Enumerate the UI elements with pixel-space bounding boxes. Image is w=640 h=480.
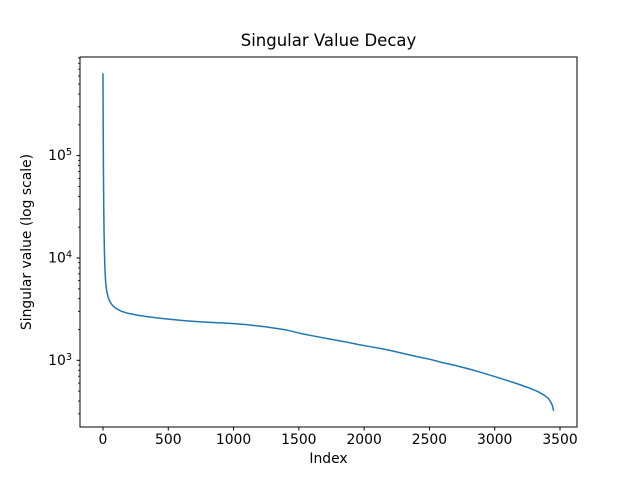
y-tick-exponent: 4 [66,249,72,260]
x-axis-label: Index [309,451,347,467]
x-tick-label: 0 [99,432,108,448]
y-major-ticks: 103 104 105 [48,147,80,369]
x-tick-label: 2000 [346,432,381,448]
series-line-singular-values [102,73,555,412]
y-tick-exponent: 5 [66,147,72,158]
y-tick-exponent: 3 [66,352,72,363]
x-tick-label: 3500 [542,432,577,448]
x-tick-label: 500 [155,432,182,448]
plot-area [80,57,577,427]
x-tick-label: 1000 [216,432,251,448]
x-tick-label: 2500 [412,432,447,448]
axes-spines [79,56,578,428]
chart-title: Singular Value Decay [241,31,417,50]
x-tick-label: 3000 [477,432,512,448]
y-axis-label: Singular value (log scale) [19,154,35,330]
series-group [102,73,555,412]
x-major-ticks: 0 500 1000 1500 2000 2500 3000 3500 [99,427,578,448]
y-tick-label: 104 [48,249,72,266]
y-tick-label: 105 [48,147,72,164]
x-tick-label: 1500 [281,432,316,448]
y-tick-label: 103 [48,352,72,369]
